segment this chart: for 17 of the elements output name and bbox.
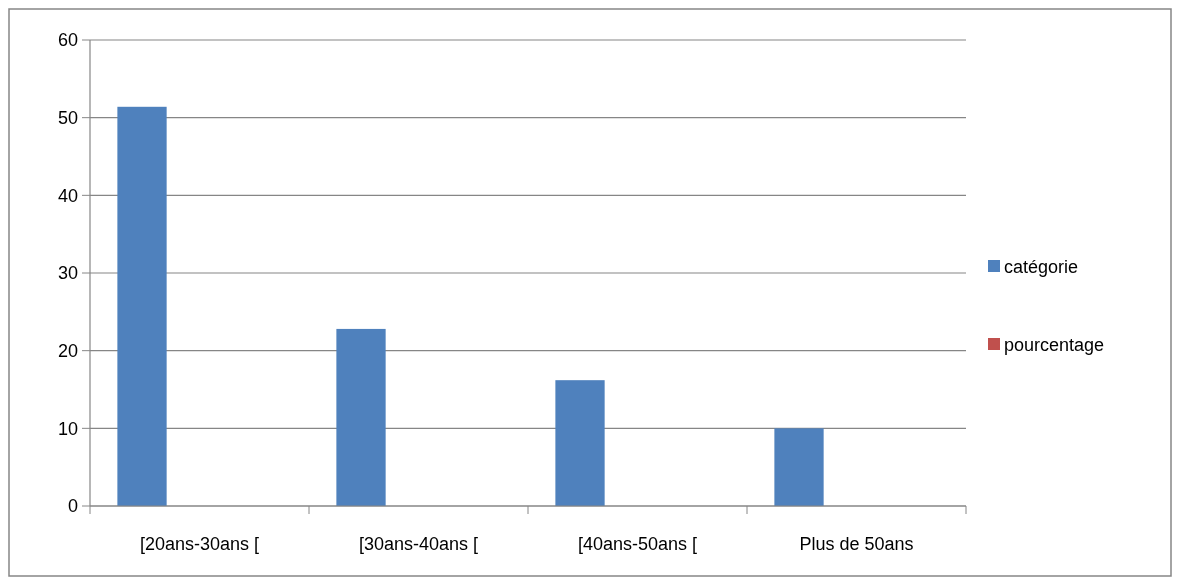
y-tick-label: 40 <box>57 185 78 206</box>
y-tick-label: 60 <box>57 30 78 51</box>
legend-label: catégorie <box>1004 257 1079 278</box>
legend-label: pourcentage <box>1004 335 1105 356</box>
bar <box>774 428 824 506</box>
y-tick-label: 50 <box>57 107 78 128</box>
y-tick-label: 10 <box>57 418 78 439</box>
bar <box>336 328 386 506</box>
x-tick-label: [20ans-30ans [ <box>139 534 260 554</box>
y-tick-label: 0 <box>67 496 78 517</box>
bar <box>117 106 167 506</box>
y-tick-label: 30 <box>57 263 78 284</box>
x-tick-label: Plus de 50ans <box>799 534 914 554</box>
x-tick-label: [40ans-50ans [ <box>577 534 698 554</box>
y-tick-label: 20 <box>57 340 78 361</box>
x-tick-label: [30ans-40ans [ <box>358 534 479 554</box>
bar <box>555 380 605 506</box>
